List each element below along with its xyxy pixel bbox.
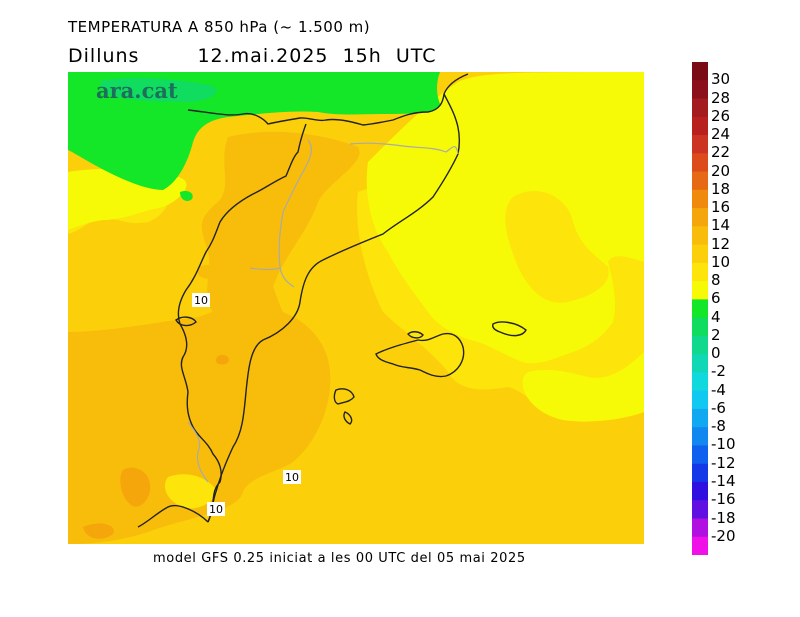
- color-scale-label: 8: [711, 271, 721, 290]
- svg-text:10: 10: [209, 503, 223, 516]
- color-scale-swatch: [692, 208, 708, 227]
- temperature-map: 10 10 10 ara.cat: [68, 72, 644, 544]
- color-scale-swatch: [692, 481, 708, 501]
- region-6-8-east-sea: [522, 352, 644, 422]
- color-scale-swatch: [692, 189, 708, 209]
- color-scale-swatch: [692, 244, 708, 264]
- color-scale-swatch: [692, 80, 708, 100]
- date-time-label: 12.mai.2025 15h UTC: [197, 45, 437, 67]
- day-label: Dilluns: [68, 45, 140, 67]
- color-scale-swatch: [692, 62, 708, 81]
- color-scale-swatch: [692, 335, 708, 355]
- color-scale-label: 24: [711, 125, 731, 143]
- color-scale-label: 16: [711, 198, 731, 217]
- coastlines: [137, 73, 527, 528]
- chart-title: TEMPERATURA A 850 hPa (~ 1.500 m): [68, 18, 371, 36]
- color-scale-label: 0: [711, 344, 721, 363]
- color-scale-swatch: [692, 354, 708, 373]
- color-scale-label: 2: [711, 325, 721, 344]
- color-scale-label: 10: [711, 252, 731, 271]
- region-2-4-patch: [100, 78, 217, 102]
- color-scale-label: -20: [711, 526, 736, 545]
- color-scale-label: -18: [711, 508, 736, 527]
- color-scale-swatch: [692, 116, 708, 136]
- color-scale-label: -6: [711, 398, 726, 417]
- color-scale-swatch: [692, 281, 708, 300]
- color-scale-swatch: [692, 427, 708, 446]
- color-scale-label: 14: [711, 216, 731, 235]
- color-scale-swatch: [692, 408, 708, 428]
- color-scale-swatch: [692, 390, 708, 410]
- color-scale-label: 28: [711, 88, 731, 107]
- color-scale-label: -16: [711, 490, 736, 509]
- color-scale-label: 6: [711, 289, 721, 308]
- svg-text:10: 10: [285, 471, 299, 484]
- region-12-14-patch: [197, 265, 221, 279]
- borders: [187, 139, 459, 483]
- color-scale-swatch: [692, 135, 708, 154]
- color-scale-swatch: [692, 463, 708, 483]
- region-4-6-patch: [180, 190, 193, 201]
- color-scale-swatch: [692, 317, 708, 337]
- color-scale-label: -2: [711, 362, 726, 381]
- contour-label: 10: [283, 470, 301, 484]
- color-scale-label: 18: [711, 179, 731, 198]
- region-14-16-blob: [120, 467, 151, 507]
- color-scale-label: -12: [711, 453, 736, 472]
- region-8-10-south: [164, 474, 218, 509]
- contour-label: 10: [192, 293, 210, 307]
- region-14-16-blob: [215, 354, 229, 365]
- color-scale-label: 20: [711, 161, 731, 180]
- color-scale-label: -8: [711, 417, 726, 436]
- color-scale-swatch: [692, 299, 708, 319]
- model-info: model GFS 0.25 iniciat a les 00 UTC del …: [153, 551, 526, 566]
- contour-label: 10: [207, 502, 225, 516]
- color-scale-swatch: [692, 262, 708, 282]
- color-scale-bar: [692, 62, 708, 555]
- color-scale-swatch: [692, 98, 708, 118]
- svg-text:10: 10: [194, 294, 208, 307]
- color-scale-swatch: [692, 153, 708, 173]
- color-scale-label: -14: [711, 472, 736, 490]
- color-scale-label: 4: [711, 307, 721, 326]
- color-scale-swatch: [692, 500, 708, 519]
- color-scale-label: 30: [711, 70, 731, 89]
- color-scale-swatch: [692, 226, 708, 246]
- color-scale-swatch: [692, 171, 708, 191]
- color-scale-label: 26: [711, 106, 731, 125]
- ara-cat-logo: ara.cat: [96, 78, 178, 103]
- color-scale-label: 12: [711, 234, 731, 253]
- forecast-datetime: Dilluns 12.mai.2025 15h UTC: [68, 45, 437, 67]
- color-scale-swatch: [692, 536, 708, 555]
- color-scale-swatch: [692, 518, 708, 538]
- color-scale-label: 22: [711, 143, 731, 162]
- region-8-10-patch: [505, 191, 609, 303]
- color-scale-label: -4: [711, 380, 726, 399]
- color-scale-label: -10: [711, 435, 736, 454]
- color-scale-swatch: [692, 445, 708, 465]
- color-scale-swatch: [692, 372, 708, 392]
- region-14-16-blob: [83, 523, 114, 539]
